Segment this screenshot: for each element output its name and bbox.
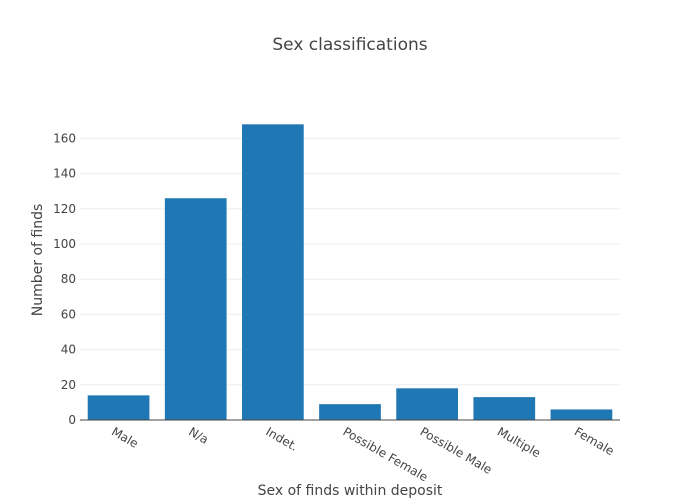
y-tick-label: 40 xyxy=(61,343,76,357)
y-tick-label: 80 xyxy=(61,272,76,286)
grid-lines xyxy=(80,137,620,386)
y-tick-labels: 0 20 40 60 80 100 120 140 160 xyxy=(53,131,76,427)
x-tick-label: Male xyxy=(109,424,141,450)
x-tick-label: Indet. xyxy=(263,424,300,453)
bar-male xyxy=(87,395,150,420)
y-axis-title: Number of finds xyxy=(30,204,46,317)
x-axis-title: Sex of finds within deposit xyxy=(258,483,443,499)
y-tick-label: 140 xyxy=(53,167,76,181)
y-tick-label: 60 xyxy=(61,307,76,321)
bar-multiple xyxy=(473,397,536,420)
x-tick-label: Female xyxy=(572,424,617,458)
bar-possible-male xyxy=(396,388,458,420)
y-tick-label: 0 xyxy=(68,413,76,427)
x-tick-label: Possible Female xyxy=(341,424,431,484)
x-tick-label: Possible Male xyxy=(418,424,495,476)
y-tick-label: 160 xyxy=(53,131,76,145)
y-tick-label: 120 xyxy=(53,202,76,216)
bar-possible-female xyxy=(319,404,381,420)
bar-indet xyxy=(242,124,304,420)
bars xyxy=(87,124,613,420)
x-tick-label: N/a xyxy=(186,424,211,446)
chart-title: Sex classifications xyxy=(272,35,427,55)
bar-n-a xyxy=(164,198,227,420)
y-tick-label: 100 xyxy=(53,237,76,251)
y-tick-label: 20 xyxy=(61,378,76,392)
x-tick-label: Multiple xyxy=(495,424,543,460)
bar-female xyxy=(550,409,613,420)
